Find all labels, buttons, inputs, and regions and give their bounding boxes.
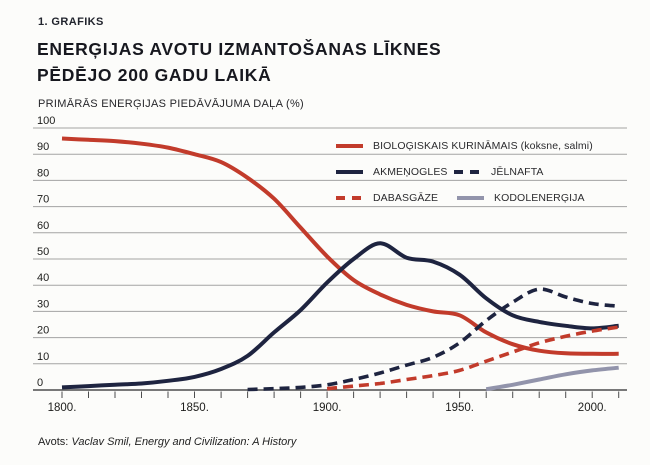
y-axis-label: 0 (37, 377, 43, 389)
y-axis-label: 90 (37, 141, 49, 153)
y-axis-label: 50 (37, 246, 49, 258)
coal-line-swatch (336, 170, 363, 174)
coal-series-line (61, 241, 619, 390)
x-axis-label: 1850. (180, 402, 209, 414)
y-axis-label: 20 (37, 325, 49, 337)
legend-item-oil: JĒLNAFTA (454, 166, 544, 178)
biomass-line-swatch (336, 144, 363, 148)
chart-kicker: 1. GRAFIKS (38, 16, 104, 28)
x-axis-label: 1800. (48, 402, 77, 414)
chart-title-line1: ENERĢIJAS AVOTU IZMANTOŠANAS LĪKNES (37, 39, 442, 59)
gas-series-line (326, 325, 619, 391)
y-axis-label: 80 (37, 167, 49, 179)
y-axis-label: 30 (37, 298, 49, 310)
legend-item-gas: DABASGĀZE (336, 192, 438, 204)
legend-item-nuclear: KODOLENERĢIJA (457, 192, 585, 204)
x-axis-label: 1900. (313, 402, 342, 414)
legend-label-coal: AKMEŅOGLES (373, 166, 448, 178)
x-axis-label: 2000. (578, 402, 607, 414)
nuclear-line-swatch (457, 196, 484, 200)
chart-title-line2: PĒDĒJO 200 GADU LAIKĀ (37, 65, 272, 85)
y-axis-label: 40 (37, 272, 49, 284)
oil-line-swatch (454, 170, 481, 174)
chart-title: ENERĢIJAS AVOTU IZMANTOŠANAS LĪKNES PĒDĒ… (37, 36, 441, 88)
source-label: Avots: (38, 436, 69, 448)
source-note: Avots: Vaclav Smil, Energy and Civilizat… (38, 436, 296, 448)
y-axis-label: 70 (37, 194, 49, 206)
legend-label-gas: DABASGĀZE (373, 192, 439, 204)
x-axis-label: 1950. (445, 402, 474, 414)
source-text: Vaclav Smil, Energy and Civilization: A … (71, 436, 297, 448)
legend-item-biomass: BIOLOĢISKAIS KURINĀMAIS (koksne, salmi) (336, 140, 593, 152)
legend-label-biomass: BIOLOĢISKAIS KURINĀMAIS (koksne, salmi) (373, 140, 593, 152)
y-axis-label: 100 (37, 115, 55, 127)
chart-subtitle: PRIMĀRĀS ENERĢIJAS PIEDĀVĀJUMA DAĻA (%) (38, 98, 304, 110)
y-axis-label: 60 (37, 220, 49, 232)
y-axis-label: 10 (37, 351, 49, 363)
legend-item-coal: AKMEŅOGLES (336, 166, 448, 178)
legend-label-oil: JĒLNAFTA (491, 166, 544, 178)
legend-label-nuclear: KODOLENERĢIJA (494, 192, 585, 204)
nuclear-series-line (485, 365, 619, 392)
gas-line-swatch (336, 196, 363, 200)
